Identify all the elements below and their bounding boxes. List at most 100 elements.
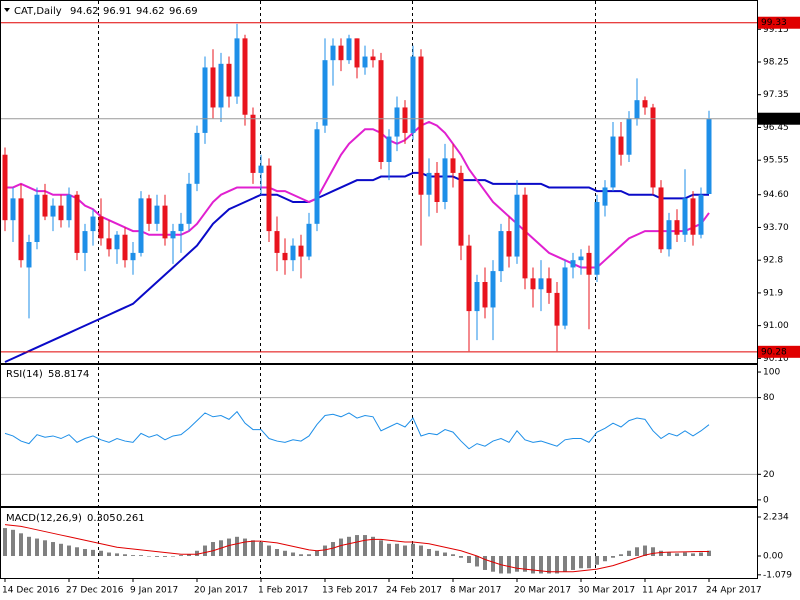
candle-body: [618, 136, 624, 155]
candle-body: [234, 38, 240, 97]
y-tick-label: 96.45: [763, 123, 789, 133]
macd-bar: [699, 552, 703, 557]
candle-body: [194, 132, 200, 184]
macd-bar: [267, 545, 271, 557]
candle-body: [362, 56, 368, 68]
candle-body: [634, 100, 640, 119]
candle-body: [34, 194, 40, 242]
macd-bar: [283, 550, 287, 557]
plot-layer: [1, 22, 757, 574]
x-tick-label: 11 Apr 2017: [642, 586, 698, 596]
macd-bar: [531, 556, 535, 574]
macd-bar: [27, 536, 31, 557]
candle-body: [2, 154, 8, 221]
candle-body: [130, 252, 136, 261]
candle-body: [90, 216, 96, 232]
y-tick-label: 98.25: [763, 58, 789, 68]
y-tick-label: 91.00: [763, 321, 789, 331]
price-level-label-bg: [758, 112, 800, 125]
moving-average: [4, 171, 709, 363]
y-tick-label: 94.60: [763, 190, 789, 200]
signal-line: [4, 524, 710, 573]
candle-body: [226, 63, 232, 97]
macd-bar: [347, 536, 351, 557]
low-value: 94.62: [136, 6, 165, 17]
candle-body: [258, 165, 264, 173]
candle-body: [410, 56, 416, 133]
candle-body: [290, 245, 296, 261]
candle-body: [26, 242, 32, 268]
macd-bar: [131, 555, 135, 557]
macd-bar: [547, 556, 551, 574]
candle-body: [50, 205, 56, 217]
macd-bar: [667, 552, 671, 557]
candle-body: [186, 183, 192, 224]
candle-body: [314, 129, 320, 224]
macd-bar: [659, 550, 663, 557]
macd-bar: [643, 545, 647, 557]
x-tick-label: 24 Apr 2017: [706, 586, 762, 596]
candle-body: [594, 202, 600, 275]
y-tick-label: 99.15: [763, 25, 789, 35]
macd-bar: [139, 555, 143, 557]
candle-body: [562, 267, 568, 326]
macd-bar: [339, 538, 343, 557]
candle-body: [706, 118, 712, 194]
candle-body: [106, 238, 112, 250]
candle-body: [98, 216, 104, 239]
candle-body: [370, 56, 376, 61]
candle-body: [202, 67, 208, 133]
macd-bar: [467, 556, 471, 563]
candle-body: [658, 187, 664, 250]
high-value: 96.91: [103, 6, 132, 17]
candle-body: [530, 278, 536, 290]
macd-bar: [427, 549, 431, 557]
macd-bar: [11, 529, 15, 557]
y-tick-label: 0: [763, 495, 769, 505]
macd-bar: [323, 545, 327, 557]
macd-bar: [147, 556, 151, 557]
macd-bar: [507, 556, 511, 574]
candle-body: [402, 107, 408, 133]
macd-bar: [35, 538, 39, 557]
macd-bar: [411, 543, 415, 557]
macd-bar: [595, 556, 599, 565]
candle-body: [474, 282, 480, 312]
macd-bar: [403, 545, 407, 557]
candle-body: [250, 114, 256, 173]
macd-bar: [691, 553, 695, 557]
macd-bar: [571, 556, 575, 570]
macd-bar: [59, 543, 63, 557]
rsi-value: 58.8174: [48, 369, 89, 380]
candle-body: [610, 136, 616, 188]
y-tick-label: 80: [763, 393, 775, 403]
candle-body: [514, 194, 520, 257]
macd-bar: [251, 540, 255, 557]
y-tick-label: 93.70: [763, 223, 789, 233]
macd-bar: [123, 554, 127, 557]
candle-body: [346, 38, 352, 61]
candle-body: [170, 231, 176, 239]
candle-body: [490, 271, 496, 308]
candle-body: [570, 260, 576, 268]
macd-bar: [563, 556, 567, 572]
candle-body: [578, 256, 584, 261]
x-tick-label: 13 Feb 2017: [322, 586, 378, 596]
candle-body: [666, 220, 672, 250]
close-value: 96.69: [169, 6, 198, 17]
y-tick-label: 92.8: [763, 256, 783, 266]
candle-body: [538, 278, 544, 290]
candle-body: [434, 172, 440, 202]
candle-body: [698, 194, 704, 235]
macd-bar: [3, 528, 7, 557]
candle-body: [482, 282, 488, 308]
candle-body: [74, 194, 80, 253]
macd-bar: [611, 556, 615, 558]
y-tick-label: -1.079: [763, 570, 792, 580]
candle-body: [122, 234, 128, 261]
candle-body: [466, 245, 472, 312]
candle-body: [178, 223, 184, 232]
